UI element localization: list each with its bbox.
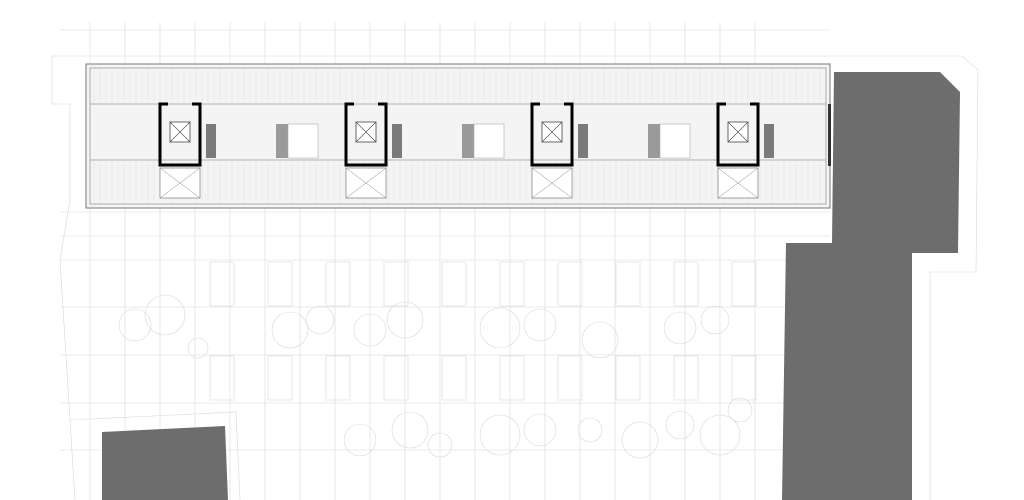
paving-unit <box>731 355 757 401</box>
paving-unit <box>615 355 641 401</box>
room <box>287 123 319 159</box>
stair-core <box>158 102 202 167</box>
stair-x <box>345 167 387 199</box>
paving-unit <box>209 261 235 307</box>
tree <box>523 308 557 342</box>
stair-x <box>531 167 573 199</box>
paving-unit <box>209 355 235 401</box>
paving-unit <box>673 261 699 307</box>
tree <box>581 321 619 359</box>
tree <box>343 423 377 457</box>
paving-unit <box>383 355 409 401</box>
neighbour-building <box>102 426 228 500</box>
paving-unit <box>557 355 583 401</box>
paving-unit <box>557 261 583 307</box>
lift-x <box>169 121 191 143</box>
stair-core <box>530 102 574 167</box>
paving-unit <box>267 355 293 401</box>
bathroom <box>276 124 288 158</box>
tree <box>427 432 453 458</box>
bathroom <box>206 124 216 158</box>
bathroom <box>392 124 402 158</box>
bathroom <box>578 124 588 158</box>
building-details <box>93 70 877 202</box>
tree <box>523 413 557 447</box>
paving-unit <box>325 261 351 307</box>
tree <box>700 305 730 335</box>
tree <box>144 294 186 336</box>
paving-unit <box>499 355 525 401</box>
stair-x <box>159 167 201 199</box>
bathroom <box>648 124 660 158</box>
site-boundary <box>52 55 979 500</box>
paving-unit <box>673 355 699 401</box>
paving-unit <box>441 355 467 401</box>
lift-x <box>727 121 749 143</box>
tree <box>727 397 753 423</box>
tree <box>479 414 521 456</box>
lift-x <box>355 121 377 143</box>
lift-x <box>541 121 563 143</box>
paving-unit <box>441 261 467 307</box>
end-wall <box>828 104 831 166</box>
tree <box>386 301 424 339</box>
paving-unit <box>499 261 525 307</box>
paving-unit <box>615 261 641 307</box>
site-boundary <box>69 411 241 500</box>
site-boundary <box>51 56 76 500</box>
room <box>473 123 505 159</box>
tree <box>391 411 429 449</box>
tree <box>665 410 695 440</box>
tree <box>305 305 335 335</box>
bathroom <box>764 124 774 158</box>
paving-unit <box>383 261 409 307</box>
tree <box>353 313 387 347</box>
room <box>659 123 691 159</box>
tree <box>663 311 697 345</box>
tree <box>621 421 659 459</box>
tree <box>479 307 521 349</box>
stair-core <box>716 102 760 167</box>
bathroom <box>462 124 474 158</box>
tree <box>187 337 209 359</box>
tree <box>271 311 309 349</box>
stair-core <box>344 102 388 167</box>
paving-unit <box>731 261 757 307</box>
paving-unit <box>267 261 293 307</box>
tree <box>699 414 741 456</box>
paving-unit <box>325 355 351 401</box>
neighbour-building <box>782 72 960 500</box>
tree <box>577 417 603 443</box>
building-inner <box>89 67 827 205</box>
tree <box>118 308 152 342</box>
stair-x <box>717 167 759 199</box>
trees <box>118 294 753 459</box>
